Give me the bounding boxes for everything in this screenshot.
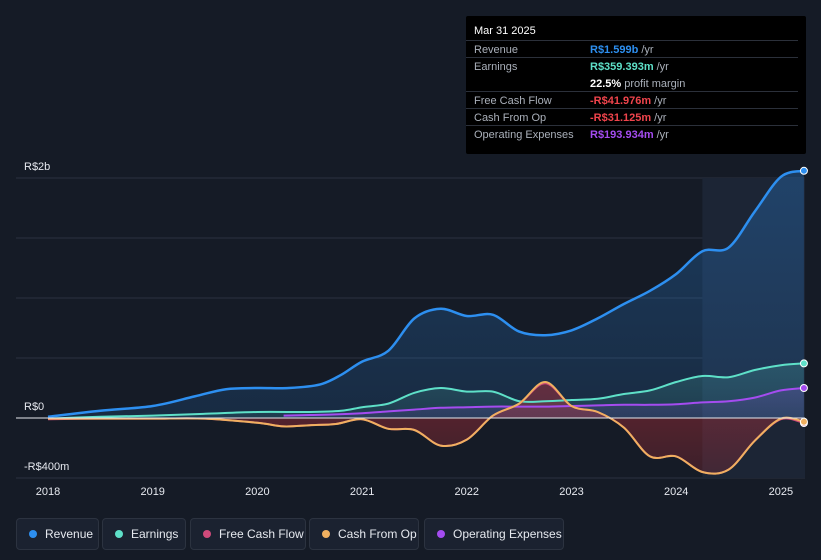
tooltip-unit: /yr bbox=[656, 129, 669, 141]
cash-from-op-area bbox=[48, 381, 804, 474]
tooltip-label: Operating Expenses bbox=[474, 129, 574, 141]
tooltip-unit: /yr bbox=[656, 61, 669, 73]
series-lines bbox=[47, 169, 805, 475]
financial-chart: R$2bR$0-R$400m 2018 2019 2020 2021 2022 2023 2… bbox=[16, 161, 808, 498]
x-tick-label: 2018 bbox=[36, 486, 60, 498]
legend-item-operating-expenses[interactable]: Operating Expenses bbox=[424, 518, 564, 550]
tooltip-row-cash-from-op: Cash From Op -R$31.125m/yr bbox=[466, 108, 798, 126]
legend-dot-icon bbox=[29, 530, 37, 538]
tooltip-profit-margin: 22.5% profit margin bbox=[590, 78, 685, 90]
x-tick-label: 2023 bbox=[559, 486, 583, 498]
legend-dot-icon bbox=[437, 530, 445, 538]
x-axis-labels: 2018 2019 2020 2021 2022 2023 2024 2025 bbox=[36, 486, 793, 498]
legend-item-free-cash-flow[interactable]: Free Cash Flow bbox=[190, 518, 306, 550]
x-tick-label: 2022 bbox=[455, 486, 479, 498]
x-tick-label: 2019 bbox=[140, 486, 164, 498]
tooltip-unit: /yr bbox=[654, 95, 667, 107]
profit-margin-value: 22.5% bbox=[590, 78, 622, 90]
y-axis-label: R$2b bbox=[24, 161, 50, 173]
legend-label: Free Cash Flow bbox=[219, 527, 304, 541]
legend-label: Operating Expenses bbox=[453, 527, 562, 541]
legend-item-earnings[interactable]: Earnings bbox=[102, 518, 186, 550]
x-tick-label: 2021 bbox=[350, 486, 374, 498]
tooltip-value-text: R$193.934m bbox=[590, 129, 654, 141]
cash-from-op-line bbox=[48, 380, 805, 475]
legend-dot-icon bbox=[115, 530, 123, 538]
tooltip-unit: /yr bbox=[654, 112, 667, 124]
revenue-endpoint bbox=[799, 166, 808, 175]
legend-dot-icon bbox=[203, 530, 211, 538]
legend-label: Cash From Op bbox=[338, 527, 417, 541]
tooltip-label: Cash From Op bbox=[474, 112, 547, 124]
tooltip-row-free-cash-flow: Free Cash Flow -R$41.976m/yr bbox=[466, 91, 798, 109]
earnings-endpoint bbox=[799, 359, 808, 368]
tooltip-label: Revenue bbox=[474, 44, 519, 56]
data-tooltip: Mar 31 2025 Revenue R$1.599b/yr Earnings… bbox=[466, 16, 806, 154]
cash-from-op-endpoint bbox=[799, 417, 808, 426]
y-axis-labels: R$2b R$0 -R$400m bbox=[24, 161, 69, 473]
tooltip-value-text: R$359.393m bbox=[590, 61, 654, 73]
y-axis-label: R$0 bbox=[24, 401, 44, 413]
legend-dot-icon bbox=[322, 530, 330, 538]
revenue-line bbox=[47, 169, 805, 419]
tooltip-row-revenue: Revenue R$1.599b/yr bbox=[466, 40, 798, 58]
profit-margin-label: profit margin bbox=[624, 78, 686, 90]
tooltip-row-earnings: Earnings R$359.393m/yr bbox=[466, 57, 798, 75]
y-axis-label: -R$400m bbox=[24, 461, 69, 473]
tooltip-row-operating-expenses: Operating Expenses R$193.934m/yr bbox=[466, 125, 798, 143]
tooltip-value-text: -R$31.125m bbox=[590, 112, 652, 124]
tooltip-label: Earnings bbox=[474, 61, 518, 73]
series-areas bbox=[48, 170, 804, 474]
revenue-area bbox=[48, 170, 804, 418]
tooltip-value-text: -R$41.976m bbox=[590, 95, 652, 107]
operating-expenses-line bbox=[283, 387, 805, 417]
tooltip-value: -R$41.976m/yr bbox=[590, 95, 666, 107]
legend-label: Earnings bbox=[131, 527, 179, 541]
x-tick-label: 2024 bbox=[664, 486, 688, 498]
legend-item-revenue[interactable]: Revenue bbox=[16, 518, 99, 550]
tooltip-value: R$359.393m/yr bbox=[590, 61, 669, 73]
operating-expenses-endpoint bbox=[799, 384, 808, 392]
series-endpoints bbox=[799, 166, 808, 428]
legend-item-cash-from-op[interactable]: Cash From Op bbox=[309, 518, 419, 550]
earnings-line bbox=[47, 362, 804, 420]
tooltip-value: R$1.599b/yr bbox=[590, 44, 654, 56]
tooltip-unit: /yr bbox=[641, 44, 654, 56]
tooltip-value: R$193.934m/yr bbox=[590, 129, 669, 141]
tooltip-date: Mar 31 2025 bbox=[474, 25, 536, 37]
tooltip-value: -R$31.125m/yr bbox=[590, 112, 666, 124]
x-tick-label: 2020 bbox=[245, 486, 269, 498]
tooltip-value-text: R$1.599b bbox=[590, 44, 639, 56]
x-tick-label: 2025 bbox=[769, 486, 793, 498]
legend-label: Revenue bbox=[45, 527, 94, 541]
tooltip-label: Free Cash Flow bbox=[474, 95, 552, 107]
